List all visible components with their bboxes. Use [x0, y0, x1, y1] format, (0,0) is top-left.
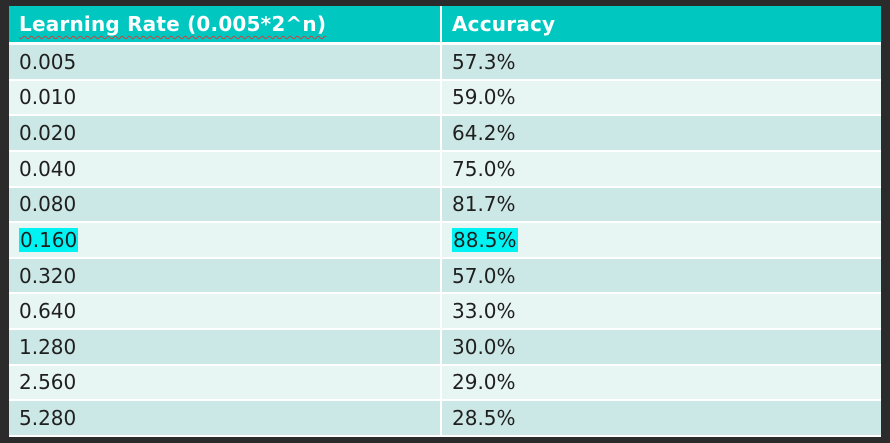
accuracy-cell[interactable]: 88.5% [441, 222, 881, 259]
accuracy-cell[interactable]: 33.0% [441, 293, 881, 331]
rate-value: 5.280 [19, 406, 77, 431]
accuracy-value: 64.2% [452, 121, 516, 146]
table-row[interactable]: 0.005 57.3% [9, 43, 881, 81]
accuracy-cell[interactable]: 59.0% [441, 79, 881, 117]
header-learning-rate[interactable]: Learning Rate (0.005*2^n) [9, 6, 442, 45]
table-row[interactable]: 0.040 75.0% [9, 150, 881, 188]
header-learning-rate-label: Learning Rate (0.005*2^n) [19, 12, 327, 36]
rate-value: 0.005 [19, 49, 77, 74]
accuracy-cell[interactable]: 30.0% [441, 329, 881, 366]
rate-value: 0.010 [19, 85, 77, 110]
accuracy-value: 57.0% [452, 263, 516, 288]
table-row[interactable]: 5.280 28.5% [9, 400, 881, 437]
rate-value: 0.640 [19, 299, 77, 324]
rate-value: 0.040 [19, 156, 77, 181]
rate-value-highlighted: 0.160 [19, 227, 79, 252]
rate-cell[interactable]: 1.280 [9, 329, 442, 366]
accuracy-cell[interactable]: 81.7% [441, 186, 881, 224]
accuracy-value: 33.0% [452, 299, 516, 324]
table-row[interactable]: 0.010 59.0% [9, 79, 881, 117]
table-row[interactable]: 0.320 57.0% [9, 257, 881, 295]
accuracy-value: 57.3% [452, 49, 516, 74]
rate-cell[interactable]: 0.010 [9, 79, 442, 117]
table-row[interactable]: 0.640 33.0% [9, 293, 881, 331]
accuracy-cell[interactable]: 75.0% [441, 150, 881, 188]
rate-cell[interactable]: 0.040 [9, 150, 442, 188]
accuracy-value: 81.7% [452, 192, 516, 217]
table-header-row: Learning Rate (0.005*2^n) Accuracy [9, 6, 881, 45]
accuracy-value: 59.0% [452, 85, 516, 110]
table-row[interactable]: 1.280 30.0% [9, 329, 881, 366]
rate-value: 0.320 [19, 263, 77, 288]
accuracy-value-highlighted: 88.5% [452, 227, 518, 252]
accuracy-value: 28.5% [452, 406, 516, 431]
rate-cell[interactable]: 0.320 [9, 257, 442, 295]
table-row[interactable]: 0.020 64.2% [9, 115, 881, 152]
rate-value: 1.280 [19, 334, 77, 359]
rate-cell[interactable]: 0.005 [9, 43, 442, 81]
accuracy-cell[interactable]: 57.0% [441, 257, 881, 295]
rate-cell[interactable]: 0.080 [9, 186, 442, 224]
accuracy-cell[interactable]: 64.2% [441, 115, 881, 152]
rate-value: 0.020 [19, 121, 77, 146]
accuracy-value: 75.0% [452, 156, 516, 181]
accuracy-cell[interactable]: 57.3% [441, 43, 881, 81]
table-row[interactable]: 2.560 29.0% [9, 364, 881, 402]
table-row[interactable]: 0.080 81.7% [9, 186, 881, 224]
rate-cell[interactable]: 2.560 [9, 364, 442, 402]
header-accuracy-label: Accuracy [452, 12, 556, 36]
rate-cell[interactable]: 0.640 [9, 293, 442, 331]
learning-rate-table: Learning Rate (0.005*2^n) Accuracy 0.005… [9, 6, 881, 437]
rate-cell[interactable]: 0.020 [9, 115, 442, 152]
accuracy-value: 30.0% [452, 334, 516, 359]
accuracy-value: 29.0% [452, 370, 516, 395]
accuracy-cell[interactable]: 28.5% [441, 400, 881, 437]
rate-cell[interactable]: 5.280 [9, 400, 442, 437]
rate-value: 2.560 [19, 370, 77, 395]
table-row-highlighted[interactable]: 0.160 88.5% [9, 222, 881, 259]
rate-cell[interactable]: 0.160 [9, 222, 442, 259]
rate-value: 0.080 [19, 192, 77, 217]
header-accuracy[interactable]: Accuracy [441, 6, 881, 45]
accuracy-cell[interactable]: 29.0% [441, 364, 881, 402]
